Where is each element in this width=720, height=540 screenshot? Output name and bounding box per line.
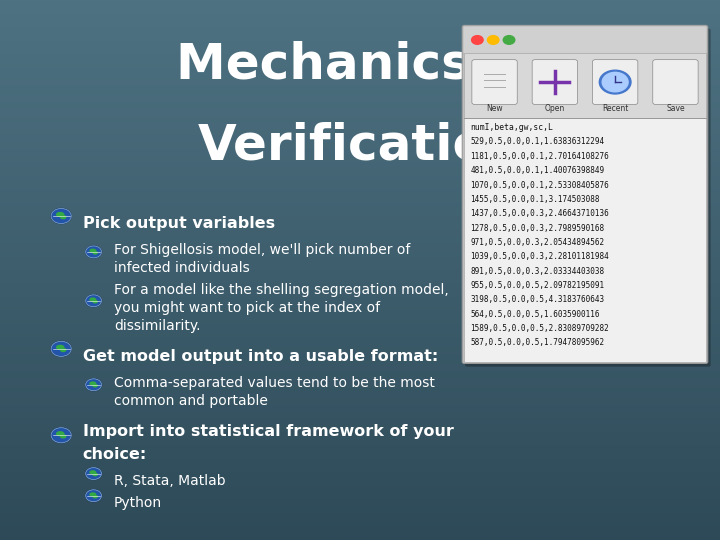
FancyBboxPatch shape [653,60,698,105]
FancyBboxPatch shape [463,26,707,54]
Text: Recent: Recent [602,104,629,113]
Text: 955,0.5,0.0,0.5,2.09782195091: 955,0.5,0.0,0.5,2.09782195091 [470,281,604,290]
Text: 529,0.5,0.0,0.1,1.63836312294: 529,0.5,0.0,0.1,1.63836312294 [470,138,604,146]
Ellipse shape [93,384,97,387]
Circle shape [52,209,71,223]
Text: 1437,0.5,0.0,0.3,2.46643710136: 1437,0.5,0.0,0.3,2.46643710136 [470,210,609,218]
Ellipse shape [90,298,96,301]
Ellipse shape [60,215,66,219]
Circle shape [51,428,71,443]
Ellipse shape [57,213,64,217]
FancyBboxPatch shape [465,29,711,367]
Text: Mechanics of: Mechanics of [176,41,544,89]
Text: 1278,0.5,0.0,0.3,2.7989590168: 1278,0.5,0.0,0.3,2.7989590168 [470,224,604,233]
Circle shape [51,341,71,356]
Circle shape [472,36,483,44]
Text: Open: Open [545,104,565,113]
Ellipse shape [93,300,97,303]
Text: Comma-separated values tend to be the most: Comma-separated values tend to be the mo… [114,376,435,390]
Ellipse shape [93,495,97,498]
FancyBboxPatch shape [472,60,517,105]
Text: 587,0.5,0.0,0.5,1.79478095962: 587,0.5,0.0,0.5,1.79478095962 [470,339,604,347]
Circle shape [86,295,101,306]
Text: Pick output variables: Pick output variables [83,216,275,231]
Circle shape [503,36,515,44]
Text: Verification: Verification [197,122,523,170]
Text: For Shigellosis model, we'll pick number of: For Shigellosis model, we'll pick number… [114,243,410,257]
Circle shape [51,208,71,224]
Ellipse shape [90,249,96,252]
Text: numI,beta,gw,sc,L: numI,beta,gw,sc,L [470,123,553,132]
Circle shape [52,428,71,442]
Circle shape [86,468,101,479]
Text: you might want to pick at the index of: you might want to pick at the index of [114,301,380,315]
Ellipse shape [57,432,64,436]
Text: For a model like the shelling segregation model,: For a model like the shelling segregatio… [114,283,449,297]
Text: 1455,0.5,0.0,0.1,3.174503088: 1455,0.5,0.0,0.1,3.174503088 [470,195,600,204]
Circle shape [86,246,101,258]
FancyBboxPatch shape [462,25,708,363]
Ellipse shape [60,348,66,352]
Circle shape [86,490,102,502]
Text: infected individuals: infected individuals [114,261,250,275]
Bar [464,53,706,118]
Circle shape [602,72,628,92]
Text: 481,0.5,0.0,0.1,1.40076398849: 481,0.5,0.0,0.1,1.40076398849 [470,166,604,175]
Text: 1181,0.5,0.0,0.1,2.70164108276: 1181,0.5,0.0,0.1,2.70164108276 [470,152,609,161]
Circle shape [599,70,631,94]
Ellipse shape [93,473,97,476]
Circle shape [86,379,102,391]
Ellipse shape [90,471,96,474]
Text: 1589,0.5,0.0,0.5,2.83089709282: 1589,0.5,0.0,0.5,2.83089709282 [470,324,609,333]
Text: common and portable: common and portable [114,394,268,408]
Text: New: New [486,104,503,113]
Text: 971,0.5,0.0,0.3,2.05434894562: 971,0.5,0.0,0.3,2.05434894562 [470,238,604,247]
Circle shape [86,490,101,501]
Text: 3198,0.5,0.0,0.5,4.3183760643: 3198,0.5,0.0,0.5,4.3183760643 [470,295,604,305]
Circle shape [487,36,499,44]
FancyBboxPatch shape [593,60,638,105]
Ellipse shape [57,346,64,349]
Circle shape [86,379,101,390]
Text: Python: Python [114,496,162,510]
Ellipse shape [60,435,66,438]
Text: 1070,0.5,0.0,0.1,2.53308405876: 1070,0.5,0.0,0.1,2.53308405876 [470,180,609,190]
Circle shape [86,468,102,480]
Ellipse shape [90,382,96,385]
Text: Save: Save [666,104,685,113]
FancyBboxPatch shape [532,60,577,105]
Text: dissimilarity.: dissimilarity. [114,319,200,333]
Bar [464,118,706,362]
Text: choice:: choice: [83,447,147,462]
Circle shape [52,342,71,356]
Text: Import into statistical framework of your: Import into statistical framework of you… [83,424,454,439]
Ellipse shape [90,493,96,496]
Text: 564,0.5,0.0,0.5,1.6035900116: 564,0.5,0.0,0.5,1.6035900116 [470,310,600,319]
Text: 1039,0.5,0.0,0.3,2.28101181984: 1039,0.5,0.0,0.3,2.28101181984 [470,252,609,261]
Text: 891,0.5,0.0,0.3,2.03334403038: 891,0.5,0.0,0.3,2.03334403038 [470,267,604,276]
Circle shape [86,295,102,307]
Text: Get model output into a usable format:: Get model output into a usable format: [83,349,438,364]
Ellipse shape [93,252,97,254]
Text: R, Stata, Matlab: R, Stata, Matlab [114,474,225,488]
Circle shape [86,246,102,258]
